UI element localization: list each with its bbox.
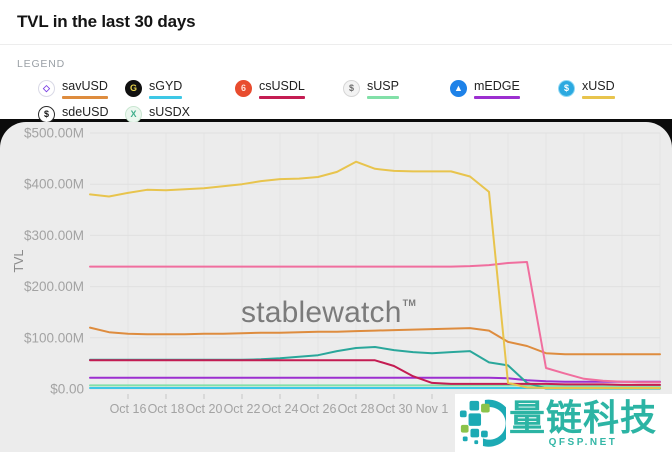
x-axis-tick-label: Nov 1 — [416, 402, 449, 416]
legend-series-color-bar — [149, 96, 183, 99]
legend-item-mEDGE[interactable]: ▲ mEDGE — [450, 79, 520, 99]
legend-item-label: sUSDX — [149, 105, 190, 119]
medge-token-icon: ▲ — [450, 80, 467, 97]
tvl-line-chart[interactable]: $0.00 $100.00M $200.00M $300.00M $400.00M $50… — [0, 122, 672, 452]
x-axis-tick-label: Oct 22 — [224, 402, 261, 416]
series-line-savUSD[interactable] — [89, 326, 661, 356]
susdx-token-icon: X — [125, 106, 142, 123]
sdeusd-token-icon: $ — [38, 106, 55, 123]
xusd-token-icon: $ — [558, 80, 575, 97]
series-line-csUSDL[interactable] — [89, 359, 661, 386]
savusd-token-icon: ◇ — [38, 80, 55, 97]
legend-series-color-bar — [259, 96, 305, 99]
qfsp-watermark-url: QFSP.NET — [548, 436, 618, 448]
y-axis-tick-label: $300.00M — [24, 228, 84, 243]
legend-item-label: xUSD — [582, 79, 615, 93]
y-axis-tick-label: $200.00M — [24, 279, 84, 294]
legend-item-label: sGYD — [149, 79, 183, 93]
x-axis-tick-label: Oct 28 — [338, 402, 375, 416]
legend-item-sUSP[interactable]: $ sUSP — [343, 79, 399, 99]
legend-item-savUSD[interactable]: ◇ savUSD — [38, 79, 108, 99]
stablewatch-watermark: stablewatchTM — [241, 296, 417, 329]
legend-series-color-bar — [474, 96, 520, 99]
y-axis-tick-label: $0.00 — [50, 382, 84, 397]
x-axis-tick-label: Oct 18 — [148, 402, 185, 416]
series-line-mEDGE[interactable] — [89, 376, 661, 383]
title-row: TVL in the last 30 days — [0, 0, 672, 45]
legend-title: LEGEND — [17, 58, 65, 70]
qfsp-watermark: 量链科技 QFSP.NET — [455, 394, 672, 452]
y-axis-tick-label: $100.00M — [24, 330, 84, 345]
qfsp-watermark-logo — [459, 399, 506, 447]
legend-item-label: savUSD — [62, 79, 108, 93]
csusdl-token-icon: 6 — [235, 80, 252, 97]
susp-token-icon: $ — [343, 80, 360, 97]
x-axis-tick-label: Oct 24 — [262, 402, 299, 416]
x-axis-tick-label: Oct 20 — [186, 402, 223, 416]
trademark-symbol: TM — [402, 298, 417, 308]
x-axis-tick-label: Oct 16 — [110, 402, 147, 416]
x-axis-tick-label: Oct 30 — [376, 402, 413, 416]
legend-item-xUSD[interactable]: $ xUSD — [558, 79, 615, 99]
x-axis-tick-label: Oct 26 — [300, 402, 337, 416]
legend-item-csUSDL[interactable]: 6 csUSDL — [235, 79, 305, 99]
legend-item-label: csUSDL — [259, 79, 305, 93]
legend-series-color-bar — [582, 96, 615, 99]
legend-item-label: mEDGE — [474, 79, 520, 93]
legend-item-label: sdeUSD — [62, 105, 109, 119]
legend-item-label: sUSP — [367, 79, 399, 93]
y-axis-tick-label: $400.00M — [24, 177, 84, 192]
sgyd-token-icon: G — [125, 80, 142, 97]
qfsp-watermark-cn-text: 量链科技 — [509, 396, 658, 438]
series-line-xUSD[interactable] — [89, 160, 661, 389]
series-line-sUSP[interactable] — [89, 384, 661, 387]
series-line-sUSDX[interactable] — [89, 261, 661, 384]
y-axis-title: TVL — [12, 249, 26, 272]
y-axis-tick-label: $500.00M — [24, 126, 84, 141]
legend-series-color-bar — [62, 96, 108, 99]
legend-series-color-bar — [367, 96, 399, 99]
page-title: TVL in the last 30 days — [17, 12, 196, 31]
